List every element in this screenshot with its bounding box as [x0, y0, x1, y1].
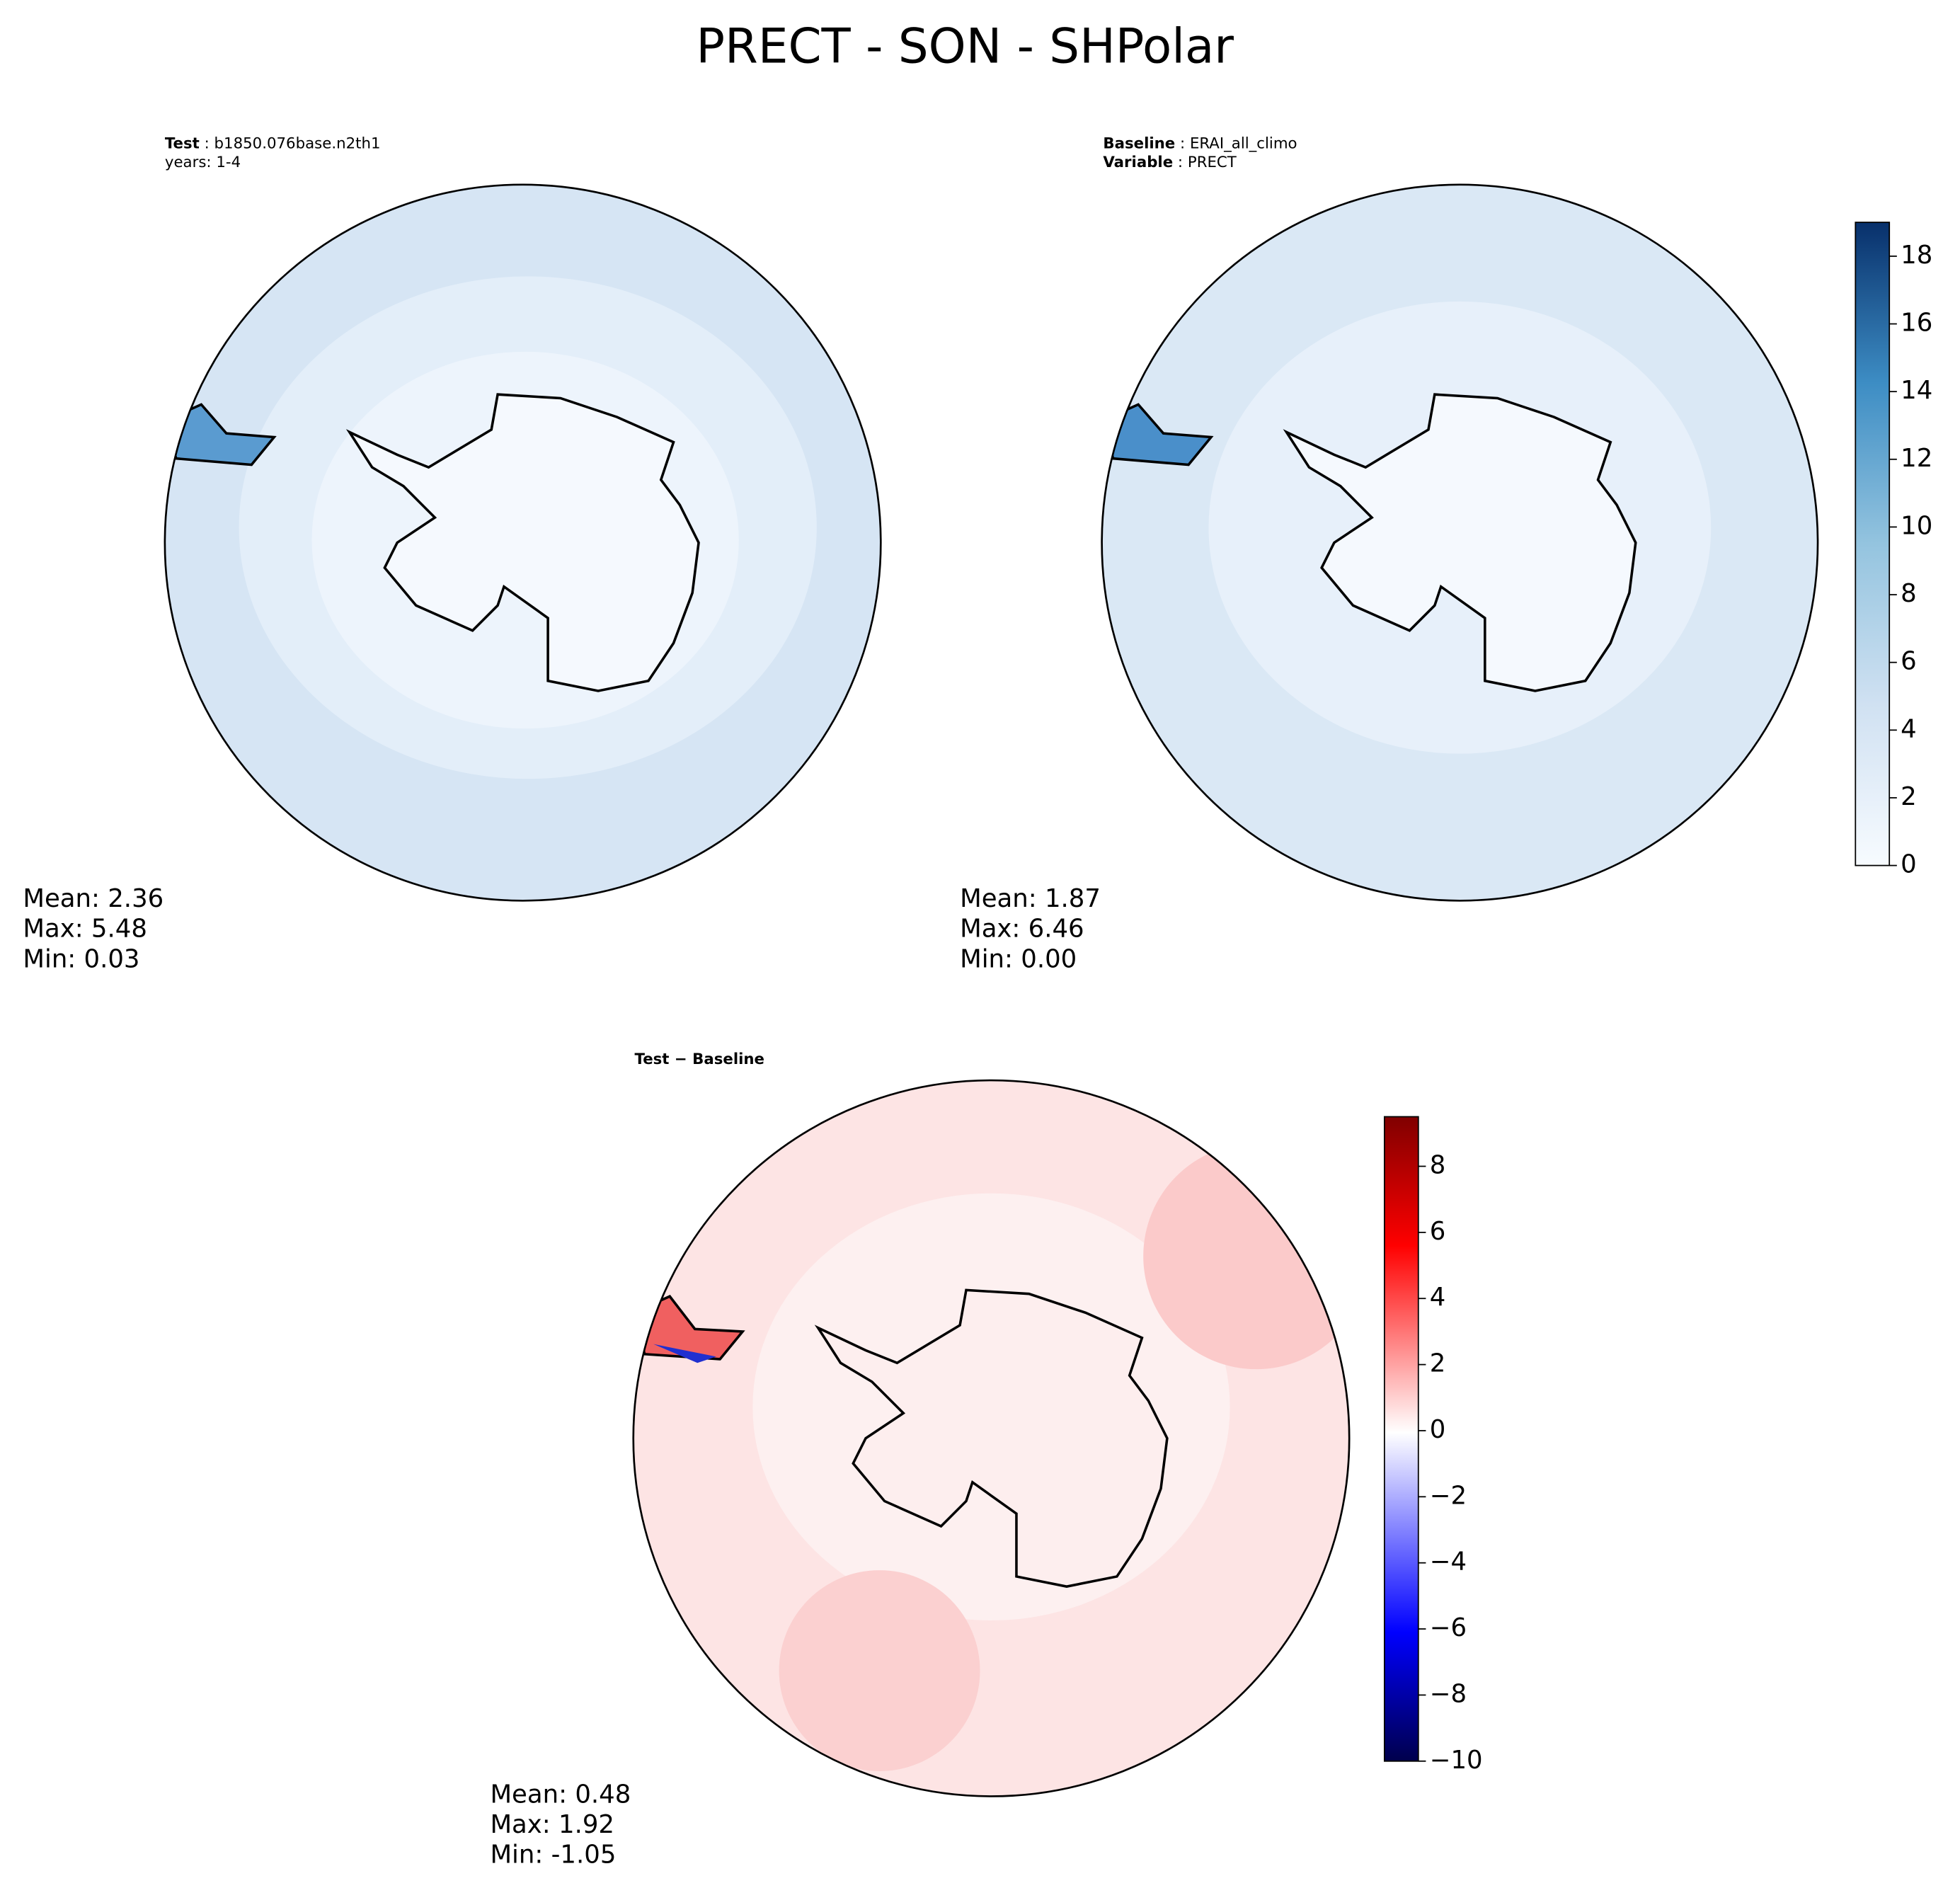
- tick-label: 0: [1901, 850, 1917, 879]
- header-label: Test − Baseline: [635, 1051, 764, 1068]
- tick-label: 6: [1901, 647, 1917, 676]
- tick-label: 8: [1430, 1151, 1446, 1180]
- stat: Min: 0.03: [23, 944, 139, 973]
- tick-label: −6: [1430, 1613, 1467, 1642]
- tick-label: −4: [1430, 1547, 1467, 1577]
- tick-label: −2: [1430, 1481, 1467, 1510]
- map-border: [164, 183, 882, 902]
- panel-header: Test − Baseline: [635, 1051, 764, 1068]
- tick-label: 18: [1901, 241, 1932, 270]
- tick-label: 4: [1430, 1283, 1446, 1312]
- stat: Min: -1.05: [490, 1841, 616, 1870]
- stat: Mean: 1.87: [960, 884, 1101, 913]
- colorbar: [1383, 1116, 1419, 1762]
- panel-header: Test : b1850.076base.n2th1: [165, 135, 381, 152]
- map-border: [632, 1079, 1351, 1797]
- header-label: Variable: [1103, 154, 1173, 171]
- colorbar: [1855, 222, 1891, 866]
- stat: Max: 1.92: [490, 1810, 614, 1839]
- tick-label: 8: [1901, 579, 1917, 608]
- tick-label: −8: [1430, 1679, 1467, 1708]
- figure-title: PRECT - SON - SHPolar: [696, 18, 1234, 74]
- tick-label: 2: [1901, 782, 1917, 811]
- map: [1101, 184, 1818, 901]
- header-label: Baseline: [1103, 135, 1175, 152]
- tick-label: −10: [1430, 1746, 1483, 1775]
- map-border: [1101, 183, 1819, 902]
- stat: Max: 6.46: [960, 915, 1084, 944]
- header-text: : PRECT: [1173, 154, 1237, 171]
- header-text: : ERAI_all_climo: [1175, 135, 1297, 152]
- header-text: years: 1-4: [165, 154, 241, 171]
- stat: Mean: 0.48: [490, 1780, 631, 1809]
- map: [164, 184, 881, 901]
- tick-label: 10: [1901, 511, 1932, 540]
- tick-label: 14: [1901, 376, 1932, 405]
- header-label: Test: [165, 135, 200, 152]
- panel-header: years: 1-4: [165, 154, 241, 171]
- map: [633, 1080, 1350, 1797]
- stat: Mean: 2.36: [23, 884, 164, 913]
- tick-label: 6: [1430, 1217, 1446, 1246]
- header-text: : b1850.076base.n2th1: [200, 135, 381, 152]
- stat: Min: 0.00: [960, 944, 1077, 973]
- tick-label: 12: [1901, 444, 1932, 473]
- tick-label: 4: [1901, 714, 1917, 743]
- stat: Max: 5.48: [23, 915, 147, 944]
- tick-label: 16: [1901, 309, 1932, 338]
- tick-label: 2: [1430, 1349, 1446, 1378]
- tick-label: 0: [1430, 1415, 1446, 1444]
- panel-header: Variable : PRECT: [1103, 154, 1237, 171]
- panel-header: Baseline : ERAI_all_climo: [1103, 135, 1297, 152]
